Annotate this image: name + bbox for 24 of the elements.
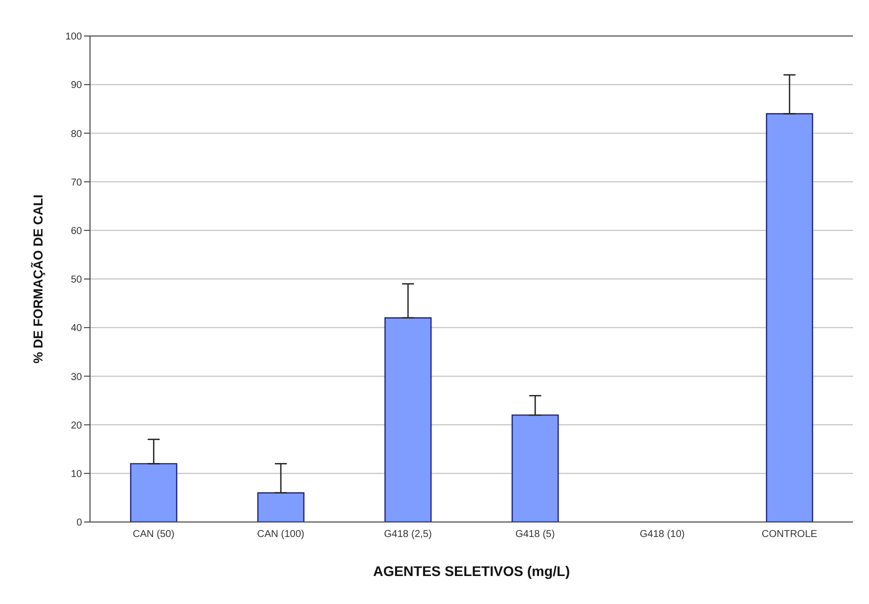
y-tick-label: 40	[70, 323, 82, 334]
y-tick-label: 80	[70, 128, 82, 140]
y-tick-label: 100	[65, 32, 82, 43]
y-tick-label: 50	[70, 274, 82, 286]
y-tick-label: 10	[70, 468, 82, 480]
x-tick-label: G418 (5)	[515, 529, 555, 540]
y-tick-label: 60	[70, 226, 82, 237]
y-tick-label: 70	[70, 177, 82, 188]
y-tick-label: 0	[76, 518, 82, 529]
x-tick-label: CAN (50)	[132, 529, 174, 540]
y-tick-label: 30	[70, 372, 82, 383]
x-tick-label: CAN (100)	[257, 529, 304, 540]
bar	[512, 414, 559, 522]
bar	[766, 113, 814, 522]
bar	[257, 492, 304, 522]
bar	[130, 463, 178, 522]
y-tick-label: 90	[70, 80, 82, 92]
y-tick-label: 20	[70, 420, 82, 432]
y-axis-title: % DE FORMAÇÃO DE CALI	[30, 194, 46, 364]
x-tick-label: G418 (10)	[640, 529, 685, 540]
x-tick-label: CONTROLE	[762, 529, 818, 540]
bar	[384, 317, 432, 522]
x-tick-label: G418 (2,5)	[384, 529, 432, 540]
x-axis-title: AGENTES SELETIVOS (mg/L)	[373, 563, 570, 579]
